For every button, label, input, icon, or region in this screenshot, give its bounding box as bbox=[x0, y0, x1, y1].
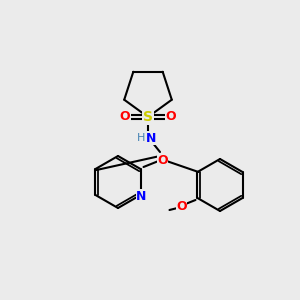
Text: O: O bbox=[120, 110, 130, 124]
Text: O: O bbox=[157, 154, 168, 167]
Text: S: S bbox=[143, 110, 153, 124]
Text: N: N bbox=[136, 190, 147, 202]
Text: N: N bbox=[143, 110, 153, 124]
Text: N: N bbox=[146, 131, 156, 145]
Text: O: O bbox=[166, 110, 176, 124]
Text: H: H bbox=[137, 133, 145, 143]
Text: O: O bbox=[176, 200, 187, 212]
